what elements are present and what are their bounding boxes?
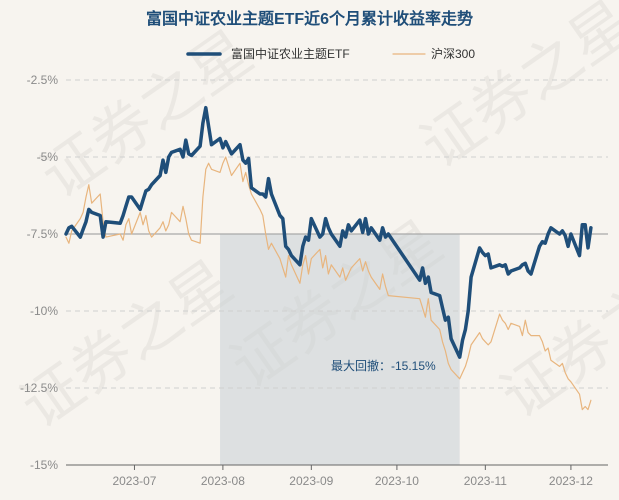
x-axis: 2023-07 2023-08 2023-09 2023-10 2023-11 2023-… bbox=[66, 464, 608, 488]
y-tick-label: -15% bbox=[30, 458, 58, 472]
x-tick-label: 2023-11 bbox=[464, 474, 507, 488]
drawdown-label: 最大回撤：-15.15% bbox=[331, 358, 436, 373]
watermark-text: 证券之星 bbox=[28, 17, 265, 212]
grid-layer bbox=[66, 79, 608, 466]
y-axis: -2.5% -5% -7.5% -10% -12.5% -15% bbox=[20, 73, 58, 472]
series-line-csi300 bbox=[65, 156, 592, 411]
annotation-layer: 最大回撤：-15.15% bbox=[331, 358, 436, 373]
watermark-text: 证券之星 bbox=[8, 247, 245, 442]
legend-label-2: 沪深300 bbox=[431, 47, 475, 61]
x-tick-label: 2023-07 bbox=[112, 474, 156, 488]
series-layer bbox=[64, 105, 593, 411]
y-tick-label: -5% bbox=[37, 150, 59, 164]
watermark-text: 证券之星 bbox=[488, 237, 619, 432]
y-tick-label: -10% bbox=[30, 304, 58, 318]
y-tick-label: -12.5% bbox=[20, 381, 58, 395]
y-tick-label: -2.5% bbox=[27, 73, 59, 87]
x-tick-label: 2023-08 bbox=[201, 474, 245, 488]
legend-label-1: 富国中证农业主题ETF bbox=[231, 46, 350, 61]
legend: 富国中证农业主题ETF 沪深300 bbox=[186, 46, 475, 61]
chart-title: 富国中证农业主题ETF近6个月累计收益率走势 bbox=[146, 9, 473, 28]
y-tick-label: -7.5% bbox=[27, 227, 59, 241]
series-line-fund bbox=[64, 105, 593, 359]
x-tick-label: 2023-09 bbox=[289, 474, 333, 488]
x-tick-label: 2023-10 bbox=[375, 474, 419, 488]
x-tick-label: 2023-12 bbox=[549, 474, 593, 488]
